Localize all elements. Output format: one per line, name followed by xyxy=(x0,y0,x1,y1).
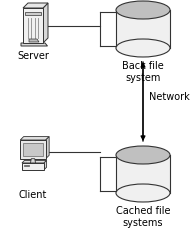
Ellipse shape xyxy=(116,1,170,19)
Polygon shape xyxy=(116,10,170,48)
Polygon shape xyxy=(20,137,49,140)
Polygon shape xyxy=(116,155,170,193)
Polygon shape xyxy=(23,143,43,156)
Polygon shape xyxy=(43,3,48,43)
Ellipse shape xyxy=(116,39,170,57)
Polygon shape xyxy=(20,140,46,159)
Polygon shape xyxy=(30,159,36,163)
Text: Back file
system: Back file system xyxy=(122,61,164,83)
Polygon shape xyxy=(21,43,48,46)
Text: Network: Network xyxy=(149,93,190,102)
Polygon shape xyxy=(22,163,44,170)
Ellipse shape xyxy=(116,184,170,202)
Polygon shape xyxy=(23,3,48,8)
Polygon shape xyxy=(23,8,43,43)
Polygon shape xyxy=(29,39,39,42)
Polygon shape xyxy=(22,160,47,163)
Text: Server: Server xyxy=(17,51,49,61)
Polygon shape xyxy=(44,160,47,170)
Ellipse shape xyxy=(116,146,170,164)
Text: Cached file
systems: Cached file systems xyxy=(116,206,170,228)
Polygon shape xyxy=(24,165,29,166)
Polygon shape xyxy=(46,137,49,159)
Text: Client: Client xyxy=(19,190,47,200)
Polygon shape xyxy=(25,12,41,15)
